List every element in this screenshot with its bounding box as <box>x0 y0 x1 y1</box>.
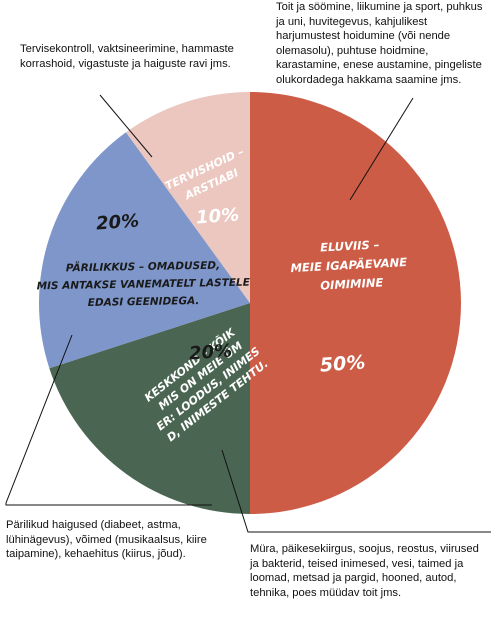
note-parilikkus: Pärilikud haigused (diabeet, astma, lühi… <box>6 519 207 561</box>
leader-tervishoid <box>99 94 153 158</box>
note-tervishoid: Tervisekontroll, vaktsineerimine, hammas… <box>20 43 234 70</box>
slice-parilikkus <box>38 132 250 369</box>
value-tervishoid: 10% <box>195 205 239 229</box>
leader-keskkond <box>221 449 491 533</box>
value-eluviis: 50% <box>319 351 366 376</box>
slice-tervishoid <box>125 92 250 303</box>
value-keskkond: 20% <box>188 341 232 365</box>
note-keskkond: Müra, päikesekiirgus, soojus, reostus, v… <box>250 543 479 599</box>
label-parilikkus: PÄRILIKKUS – OMADUSED,MIS ANTAKSE VANEMA… <box>36 257 251 310</box>
slice-keskkond <box>49 303 251 514</box>
label-eluviis: ELUVIIS –MEIE IGAPÄEVANE OIMIMINE <box>289 236 412 294</box>
leader-eluviis <box>349 97 414 201</box>
leader-parilikkus <box>5 334 212 506</box>
slice-eluviis <box>250 92 461 514</box>
value-parilikkus: 20% <box>95 211 139 235</box>
note-eluviis: Toit ja söömine, liikumine ja sport, puh… <box>276 1 483 86</box>
